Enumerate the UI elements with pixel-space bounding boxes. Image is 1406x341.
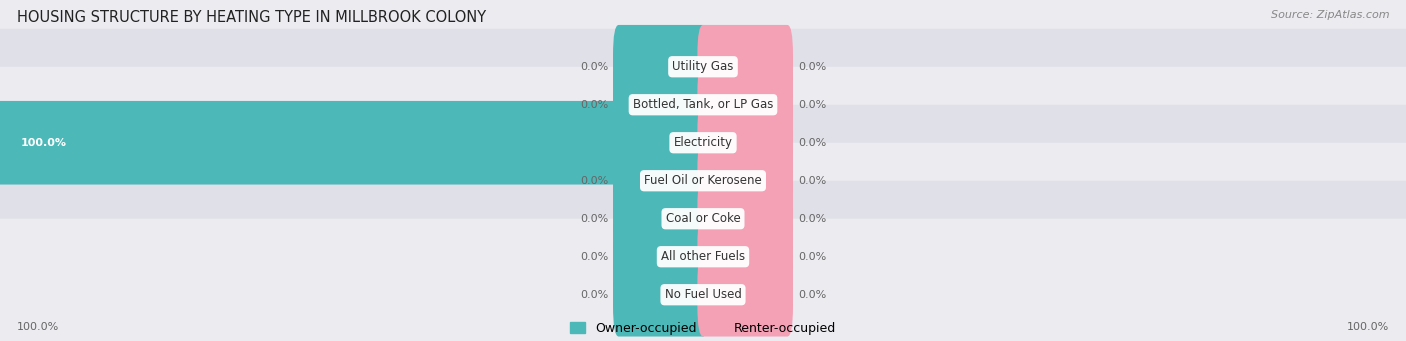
FancyBboxPatch shape [613, 177, 709, 261]
FancyBboxPatch shape [0, 105, 1406, 257]
FancyBboxPatch shape [0, 29, 1406, 181]
Legend: Owner-occupied, Renter-occupied: Owner-occupied, Renter-occupied [569, 322, 837, 335]
Text: Fuel Oil or Kerosene: Fuel Oil or Kerosene [644, 174, 762, 187]
FancyBboxPatch shape [697, 25, 793, 108]
FancyBboxPatch shape [0, 67, 1406, 219]
FancyBboxPatch shape [0, 143, 1406, 295]
Text: 0.0%: 0.0% [579, 290, 609, 300]
FancyBboxPatch shape [697, 63, 793, 147]
Text: 100.0%: 100.0% [1347, 322, 1389, 332]
FancyBboxPatch shape [697, 139, 793, 223]
Text: 0.0%: 0.0% [579, 214, 609, 224]
Text: Bottled, Tank, or LP Gas: Bottled, Tank, or LP Gas [633, 98, 773, 111]
Text: 0.0%: 0.0% [799, 100, 827, 110]
Text: All other Fuels: All other Fuels [661, 250, 745, 263]
FancyBboxPatch shape [0, 0, 1406, 143]
Text: 0.0%: 0.0% [579, 176, 609, 186]
Text: Coal or Coke: Coal or Coke [665, 212, 741, 225]
Text: 0.0%: 0.0% [799, 176, 827, 186]
Text: 0.0%: 0.0% [799, 214, 827, 224]
Text: Source: ZipAtlas.com: Source: ZipAtlas.com [1271, 10, 1389, 20]
Text: 0.0%: 0.0% [579, 100, 609, 110]
FancyBboxPatch shape [613, 253, 709, 337]
Text: Utility Gas: Utility Gas [672, 60, 734, 73]
Text: 100.0%: 100.0% [17, 322, 59, 332]
Text: 0.0%: 0.0% [799, 252, 827, 262]
FancyBboxPatch shape [697, 177, 793, 261]
FancyBboxPatch shape [613, 25, 709, 108]
FancyBboxPatch shape [697, 215, 793, 298]
FancyBboxPatch shape [697, 253, 793, 337]
Text: 100.0%: 100.0% [21, 138, 67, 148]
FancyBboxPatch shape [613, 215, 709, 298]
Text: No Fuel Used: No Fuel Used [665, 288, 741, 301]
FancyBboxPatch shape [0, 181, 1406, 333]
Text: 0.0%: 0.0% [799, 290, 827, 300]
Text: 0.0%: 0.0% [579, 252, 609, 262]
FancyBboxPatch shape [613, 139, 709, 223]
Text: 0.0%: 0.0% [579, 62, 609, 72]
FancyBboxPatch shape [697, 101, 793, 184]
FancyBboxPatch shape [0, 219, 1406, 341]
FancyBboxPatch shape [613, 63, 709, 147]
Text: 0.0%: 0.0% [799, 138, 827, 148]
FancyBboxPatch shape [0, 101, 709, 184]
Text: Electricity: Electricity [673, 136, 733, 149]
Text: 0.0%: 0.0% [799, 62, 827, 72]
Text: HOUSING STRUCTURE BY HEATING TYPE IN MILLBROOK COLONY: HOUSING STRUCTURE BY HEATING TYPE IN MIL… [17, 10, 486, 25]
